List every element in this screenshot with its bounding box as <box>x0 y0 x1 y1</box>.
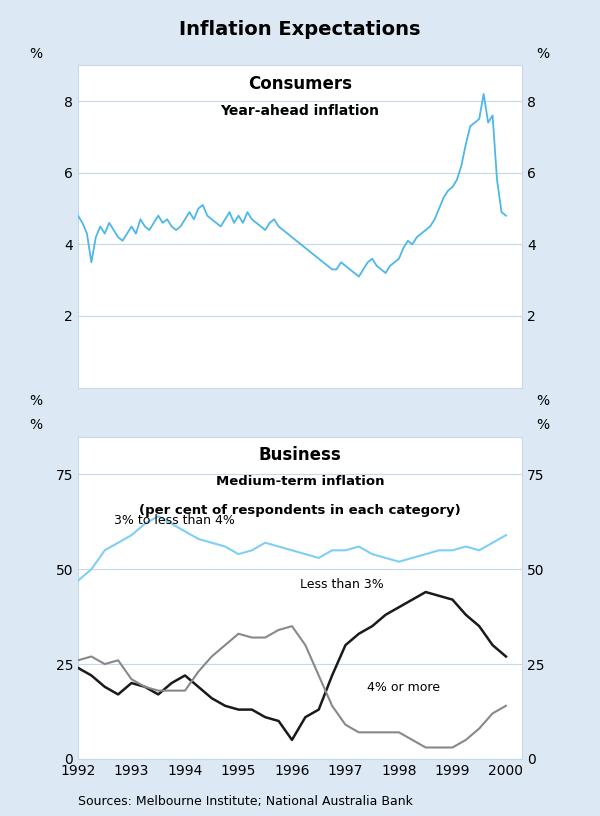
Text: %: % <box>536 419 550 432</box>
Text: Consumers: Consumers <box>248 75 352 93</box>
Text: %: % <box>536 47 550 61</box>
Text: (per cent of respondents in each category): (per cent of respondents in each categor… <box>139 504 461 517</box>
Text: Medium-term inflation: Medium-term inflation <box>216 475 384 488</box>
Text: Less than 3%: Less than 3% <box>300 579 384 592</box>
Text: 4% or more: 4% or more <box>367 681 440 694</box>
Text: Sources: Melbourne Institute; National Australia Bank: Sources: Melbourne Institute; National A… <box>78 795 413 808</box>
Text: Year-ahead inflation: Year-ahead inflation <box>221 104 380 118</box>
Text: 3% to less than 4%: 3% to less than 4% <box>113 514 235 527</box>
Text: Inflation Expectations: Inflation Expectations <box>179 20 421 39</box>
Text: %: % <box>29 419 43 432</box>
Text: %: % <box>29 394 43 408</box>
Text: %: % <box>536 394 550 408</box>
Text: Business: Business <box>259 446 341 464</box>
Text: %: % <box>29 47 43 61</box>
